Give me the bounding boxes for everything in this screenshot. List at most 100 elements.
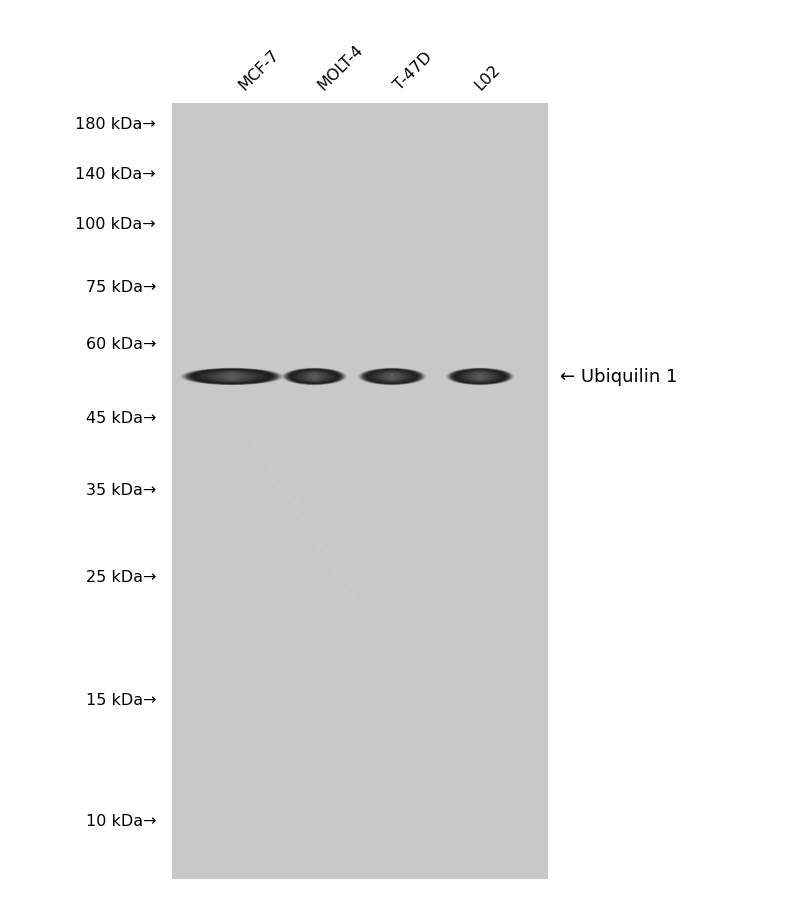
Ellipse shape	[378, 372, 406, 382]
Bar	[172, 104, 548, 879]
Ellipse shape	[366, 370, 418, 384]
Ellipse shape	[358, 368, 426, 386]
Ellipse shape	[282, 368, 346, 386]
Ellipse shape	[180, 368, 284, 386]
Ellipse shape	[381, 373, 403, 382]
Ellipse shape	[216, 373, 248, 382]
Ellipse shape	[202, 371, 262, 383]
Ellipse shape	[294, 371, 335, 383]
Ellipse shape	[474, 373, 486, 381]
Ellipse shape	[462, 371, 498, 382]
Ellipse shape	[226, 373, 238, 381]
Ellipse shape	[290, 370, 338, 384]
Text: 25 kDa→: 25 kDa→	[86, 570, 156, 584]
Ellipse shape	[477, 373, 483, 381]
Ellipse shape	[230, 374, 234, 380]
Ellipse shape	[304, 373, 325, 382]
Ellipse shape	[311, 373, 318, 381]
Ellipse shape	[379, 372, 406, 382]
Ellipse shape	[445, 368, 515, 386]
Ellipse shape	[296, 371, 333, 383]
Ellipse shape	[468, 373, 492, 382]
Ellipse shape	[209, 372, 255, 382]
Ellipse shape	[458, 371, 503, 383]
Ellipse shape	[199, 371, 264, 383]
Text: L02: L02	[472, 61, 503, 93]
Ellipse shape	[301, 372, 328, 382]
Ellipse shape	[194, 370, 270, 384]
Ellipse shape	[288, 370, 341, 384]
Ellipse shape	[214, 373, 250, 382]
Ellipse shape	[458, 371, 502, 383]
Ellipse shape	[357, 368, 427, 386]
Ellipse shape	[363, 369, 421, 385]
Ellipse shape	[210, 372, 254, 382]
Ellipse shape	[449, 369, 511, 385]
Ellipse shape	[225, 373, 239, 381]
Text: ← Ubiquilin 1: ← Ubiquilin 1	[560, 368, 678, 386]
Ellipse shape	[298, 371, 331, 382]
Ellipse shape	[285, 369, 344, 385]
Ellipse shape	[218, 373, 246, 382]
Text: 75 kDa→: 75 kDa→	[86, 280, 156, 294]
Ellipse shape	[453, 370, 508, 384]
Ellipse shape	[370, 371, 414, 383]
Ellipse shape	[306, 373, 323, 382]
Ellipse shape	[189, 369, 275, 385]
Ellipse shape	[364, 370, 420, 384]
Ellipse shape	[361, 369, 423, 385]
Ellipse shape	[306, 373, 322, 382]
Ellipse shape	[362, 369, 422, 385]
Ellipse shape	[390, 374, 394, 380]
Ellipse shape	[205, 371, 259, 382]
Ellipse shape	[229, 374, 235, 380]
Ellipse shape	[385, 373, 399, 381]
Ellipse shape	[373, 371, 411, 383]
Ellipse shape	[446, 368, 514, 386]
Ellipse shape	[463, 372, 497, 382]
Ellipse shape	[454, 370, 506, 384]
Ellipse shape	[192, 370, 271, 384]
Ellipse shape	[223, 373, 241, 381]
Ellipse shape	[185, 369, 278, 385]
Ellipse shape	[390, 374, 394, 380]
Ellipse shape	[295, 371, 334, 383]
Ellipse shape	[298, 372, 330, 382]
Ellipse shape	[387, 373, 397, 381]
Text: 140 kDa→: 140 kDa→	[75, 167, 156, 181]
Ellipse shape	[448, 369, 512, 385]
Text: 60 kDa→: 60 kDa→	[86, 337, 156, 352]
Ellipse shape	[198, 371, 266, 383]
Ellipse shape	[282, 368, 347, 386]
Ellipse shape	[221, 373, 243, 381]
Ellipse shape	[389, 373, 396, 381]
Text: MOLT-4: MOLT-4	[314, 41, 366, 93]
Ellipse shape	[450, 369, 510, 385]
Text: WWW.PTGLAB.COM: WWW.PTGLAB.COM	[244, 435, 364, 612]
Ellipse shape	[366, 370, 418, 384]
Ellipse shape	[206, 372, 258, 382]
Text: MCF-7: MCF-7	[236, 47, 282, 93]
Ellipse shape	[219, 373, 245, 382]
Ellipse shape	[473, 373, 487, 381]
Ellipse shape	[196, 370, 268, 384]
Ellipse shape	[376, 372, 408, 382]
Ellipse shape	[467, 372, 493, 382]
Ellipse shape	[312, 374, 317, 380]
Ellipse shape	[187, 369, 277, 385]
Ellipse shape	[302, 372, 327, 382]
Ellipse shape	[203, 371, 261, 383]
Ellipse shape	[190, 370, 274, 384]
Ellipse shape	[287, 369, 342, 385]
Ellipse shape	[290, 370, 339, 384]
Ellipse shape	[371, 371, 413, 383]
Ellipse shape	[478, 374, 482, 380]
Ellipse shape	[475, 373, 485, 381]
Ellipse shape	[382, 373, 402, 382]
Ellipse shape	[456, 370, 504, 384]
Ellipse shape	[314, 374, 315, 380]
Text: 180 kDa→: 180 kDa→	[75, 117, 156, 132]
Ellipse shape	[308, 373, 322, 381]
Ellipse shape	[183, 369, 281, 385]
Ellipse shape	[212, 372, 252, 382]
